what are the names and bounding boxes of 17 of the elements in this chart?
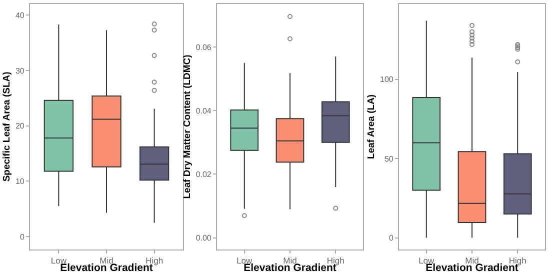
y-axis-title: Leaf Dry Matter Content (LDMC) bbox=[182, 54, 193, 199]
x-tick-label: High bbox=[508, 256, 527, 266]
y-tick-label: 0.06 bbox=[196, 42, 212, 52]
y-tick-label: 40 bbox=[15, 10, 25, 20]
y-tick-label: 20 bbox=[15, 122, 25, 131]
y-tick-label: 30 bbox=[15, 66, 25, 76]
y-tick-label: 50 bbox=[384, 154, 394, 164]
y-tick-label: 10 bbox=[15, 177, 25, 186]
y-tick-label: 0 bbox=[20, 232, 25, 242]
x-tick-label: High bbox=[326, 256, 345, 266]
y-tick-label: 100 bbox=[380, 75, 394, 84]
y-tick-label: 0.02 bbox=[196, 170, 212, 180]
y-axis-title: Leaf Area (LA) bbox=[366, 94, 378, 159]
y-tick-label: 0.00 bbox=[196, 234, 212, 243]
y-tick-label: 0.04 bbox=[196, 106, 212, 116]
y-tick-label: 0 bbox=[388, 234, 394, 243]
y-axis-title: Specific Leaf Area (SLA) bbox=[2, 72, 13, 182]
